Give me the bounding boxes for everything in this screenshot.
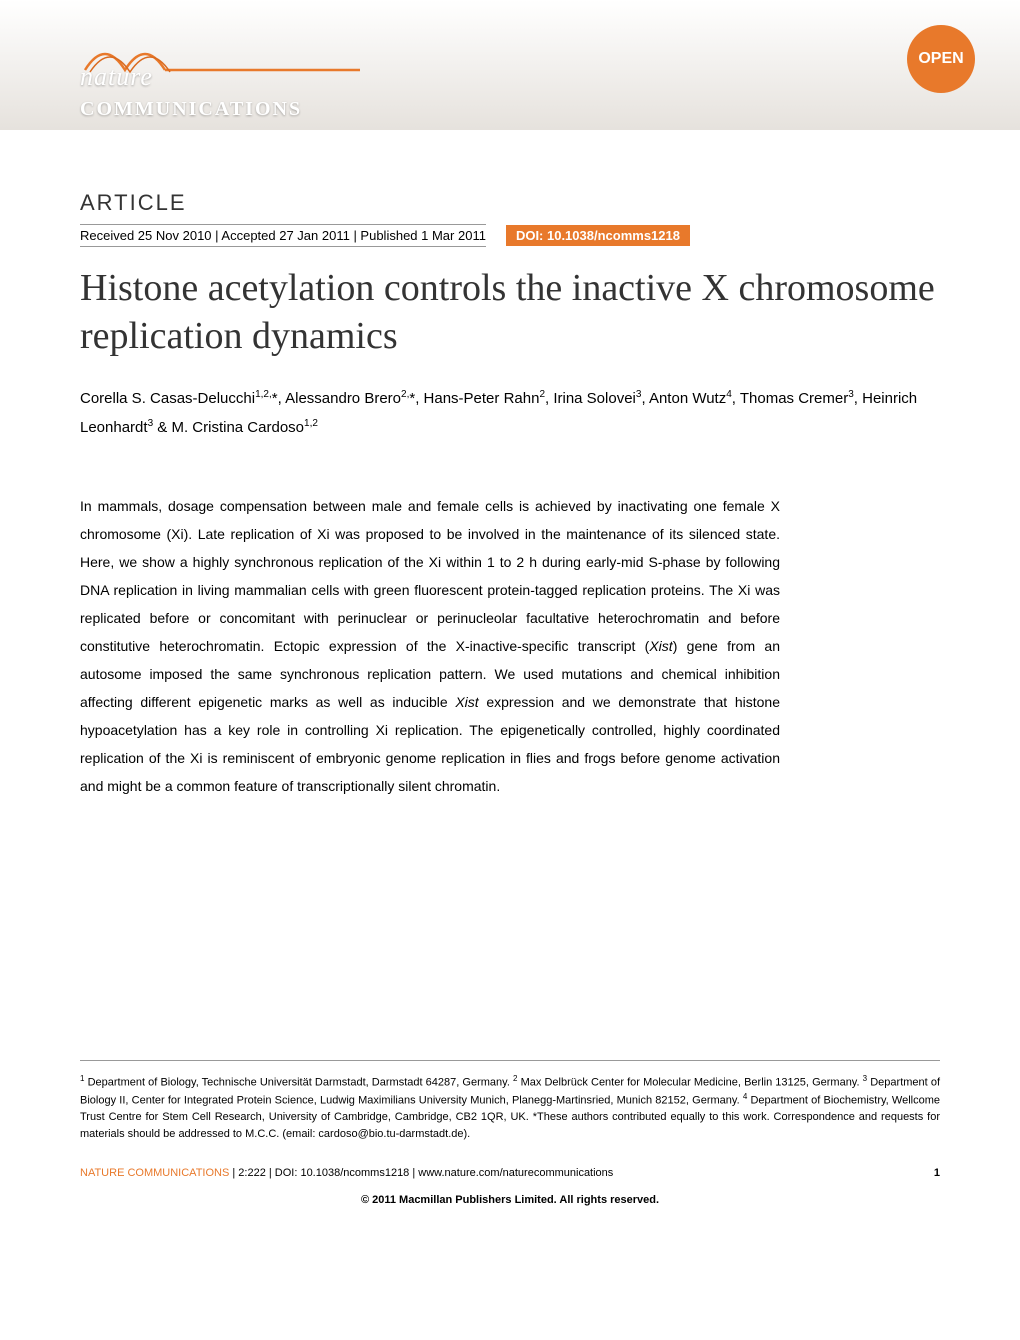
citation-details: | 2:222 | DOI: 10.1038/ncomms1218 | www.… <box>229 1167 613 1179</box>
citation-text: NATURE COMMUNICATIONS | 2:222 | DOI: 10.… <box>80 1167 613 1179</box>
footer-divider <box>80 1060 940 1061</box>
open-badge-label: OPEN <box>918 50 963 68</box>
article-content: ARTICLE Received 25 Nov 2010 | Accepted … <box>0 130 1020 1236</box>
publication-dates: Received 25 Nov 2010 | Accepted 27 Jan 2… <box>80 224 486 247</box>
publication-info-row: Received 25 Nov 2010 | Accepted 27 Jan 2… <box>80 224 940 247</box>
citation-footer: NATURE COMMUNICATIONS | 2:222 | DOI: 10.… <box>80 1167 940 1179</box>
citation-journal: NATURE COMMUNICATIONS <box>80 1167 229 1179</box>
header-banner: nature COMMUNICATIONS OPEN <box>0 0 1020 130</box>
doi-badge: DOI: 10.1038/ncomms1218 <box>506 225 690 246</box>
journal-logo: nature COMMUNICATIONS <box>0 15 302 122</box>
author-list: Corella S. Casas-Delucchi1,2,*, Alessand… <box>80 385 940 442</box>
article-title: Histone acetylation controls the inactiv… <box>80 265 940 360</box>
author-affiliations: 1 Department of Biology, Technische Univ… <box>80 1073 940 1142</box>
abstract-text: In mammals, dosage compensation between … <box>80 492 780 800</box>
article-type-label: ARTICLE <box>80 190 940 216</box>
page-number: 1 <box>934 1167 940 1179</box>
open-access-badge: OPEN <box>907 25 975 93</box>
copyright-notice: © 2011 Macmillan Publishers Limited. All… <box>80 1194 940 1206</box>
logo-wave-icon <box>80 30 380 80</box>
journal-name-communications: COMMUNICATIONS <box>80 98 302 120</box>
